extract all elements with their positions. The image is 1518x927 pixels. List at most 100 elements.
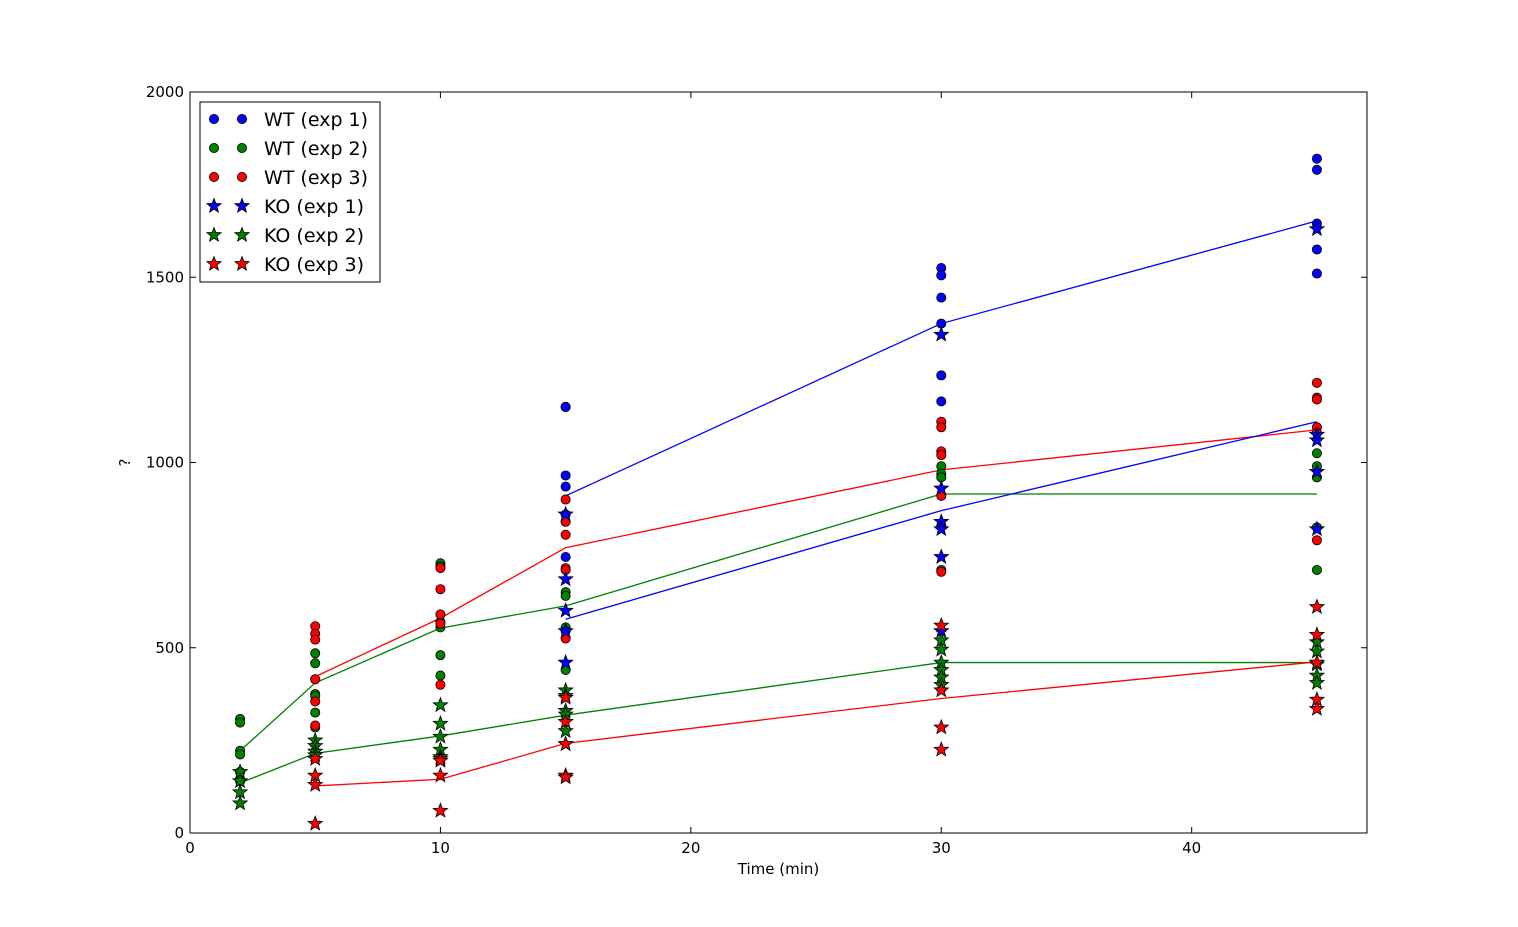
data-point-wt-exp-3 [310, 720, 321, 731]
data-point-ko-exp-3 [432, 752, 449, 768]
data-point-wt-exp-2 [310, 648, 321, 659]
data-point-ko-exp-2 [432, 696, 449, 713]
data-point-wt-exp-3 [560, 494, 571, 505]
data-point-wt-exp-1 [936, 396, 947, 407]
data-point-ko-exp-3 [306, 815, 324, 831]
series-lines [239, 220, 1318, 787]
data-point-ko-exp-2 [432, 728, 449, 744]
data-point-ko-exp-1 [557, 653, 574, 670]
data-point-ko-exp-1 [1308, 431, 1326, 448]
data-point-wt-exp-3 [435, 563, 446, 574]
data-point-wt-exp-1 [936, 370, 947, 381]
data-point-ko-exp-1 [557, 622, 574, 639]
data-point-ko-exp-3 [432, 802, 449, 818]
legend-marker-ko-exp-2 [233, 226, 251, 242]
data-point-wt-exp-3 [936, 566, 947, 577]
data-point-ko-exp-3 [557, 689, 574, 705]
data-point-ko-exp-1 [1308, 520, 1326, 537]
data-point-wt-exp-1 [1311, 164, 1322, 175]
y-tick-label: 0 [174, 824, 184, 842]
data-point-wt-exp-2 [1311, 448, 1322, 459]
x-tick-label: 20 [681, 839, 700, 857]
data-point-wt-exp-1 [560, 470, 571, 481]
data-point-ko-exp-3 [933, 740, 950, 757]
series-line-wt-exp-3 [314, 429, 1317, 678]
series-line-ko-exp-1 [565, 421, 1318, 620]
data-point-wt-exp-3 [435, 618, 446, 629]
data-point-wt-exp-2 [235, 717, 246, 728]
data-point-wt-exp-1 [1311, 268, 1322, 279]
legend-marker-ko-exp-2 [205, 226, 223, 242]
legend-label-wt-exp-3: WT (exp 3) [264, 167, 368, 189]
legend-marker-wt-exp-3 [236, 171, 247, 182]
data-point-ko-exp-2 [432, 715, 449, 731]
y-tick-label: 1500 [146, 268, 184, 286]
data-point-wt-exp-1 [560, 551, 571, 562]
data-point-wt-exp-3 [435, 679, 446, 690]
data-point-ko-exp-1 [933, 326, 950, 342]
data-point-ko-exp-3 [432, 766, 449, 783]
data-point-ko-exp-3 [933, 681, 950, 698]
data-point-ko-exp-3 [557, 713, 574, 729]
y-tick-label: 2000 [146, 83, 184, 101]
data-point-wt-exp-2 [435, 670, 446, 681]
data-point-wt-exp-1 [936, 292, 947, 303]
data-point-ko-exp-3 [933, 718, 950, 735]
data-point-ko-exp-1 [557, 602, 574, 618]
axis-ticks: 0 10 20 30 40 0 500 1000 1500 2000 [146, 83, 1367, 857]
data-point-wt-exp-3 [435, 609, 446, 620]
legend-label-ko-exp-3: KO (exp 3) [264, 254, 364, 276]
y-tick-label: 1000 [146, 454, 184, 472]
x-tick-label: 30 [932, 839, 951, 857]
legend-label-wt-exp-1: WT (exp 1) [264, 109, 368, 131]
data-point-wt-exp-1 [560, 401, 571, 412]
x-tick-label: 10 [431, 839, 450, 857]
data-point-ko-exp-3 [1308, 653, 1326, 670]
data-point-ko-exp-1 [933, 520, 950, 537]
legend: WT (exp 1) WT (exp 2) WT (exp 3) KO (exp 1)… [199, 101, 381, 283]
legend-box [199, 101, 381, 283]
data-point-ko-exp-1 [1308, 220, 1326, 237]
x-tick-label: 40 [1182, 839, 1201, 857]
data-point-ko-exp-3 [557, 735, 574, 752]
data-point-wt-exp-1 [936, 270, 947, 281]
legend-label-wt-exp-2: WT (exp 2) [264, 138, 368, 160]
data-point-ko-exp-2 [557, 722, 574, 739]
data-point-wt-exp-1 [560, 481, 571, 492]
data-point-ko-exp-2 [231, 794, 249, 811]
data-point-ko-exp-2 [1308, 674, 1326, 690]
data-point-wt-exp-2 [1311, 564, 1322, 575]
data-point-wt-exp-3 [936, 450, 947, 461]
legend-marker-ko-exp-3 [205, 255, 223, 271]
legend-marker-wt-exp-2 [208, 142, 219, 153]
data-point-wt-exp-2 [310, 658, 321, 669]
x-tick-label: 0 [185, 839, 195, 857]
x-axis-label: Time (min) [737, 860, 819, 878]
series-line-ko-exp-2 [239, 661, 1317, 784]
data-point-ko-exp-1 [933, 548, 950, 564]
data-point-wt-exp-2 [560, 590, 571, 601]
data-point-wt-exp-3 [1311, 394, 1322, 405]
data-point-ko-exp-3 [1308, 626, 1326, 642]
data-point-ko-exp-3 [933, 616, 950, 633]
data-point-ko-exp-3 [306, 750, 324, 766]
data-point-ko-exp-2 [933, 640, 950, 657]
data-point-wt-exp-3 [310, 696, 321, 707]
data-point-ko-exp-3 [557, 768, 574, 785]
data-point-ko-exp-3 [306, 776, 324, 792]
legend-marker-ko-exp-1 [233, 197, 251, 213]
legend-marker-wt-exp-1 [236, 114, 247, 125]
legend-label-ko-exp-2: KO (exp 2) [264, 225, 364, 247]
data-point-wt-exp-2 [435, 650, 446, 661]
legend-marker-wt-exp-2 [236, 142, 247, 153]
data-point-ko-exp-3 [1308, 700, 1326, 716]
series-points [231, 153, 1326, 831]
data-point-wt-exp-3 [936, 422, 947, 433]
legend-marker-ko-exp-1 [205, 197, 223, 213]
data-point-ko-exp-1 [557, 505, 574, 522]
legend-marker-ko-exp-3 [233, 255, 251, 271]
data-point-wt-exp-1 [1311, 244, 1322, 255]
data-point-wt-exp-1 [1311, 153, 1322, 164]
legend-marker-wt-exp-3 [208, 171, 219, 182]
